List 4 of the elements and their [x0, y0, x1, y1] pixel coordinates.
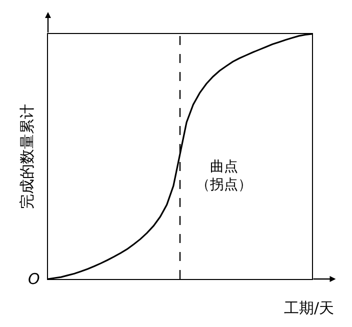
annotation: 曲点（拐点）: [196, 159, 252, 194]
x-axis-title: 工期/天: [284, 299, 334, 317]
y-axis-title: 完成的数量累计: [18, 104, 36, 209]
text: O: [28, 270, 40, 288]
